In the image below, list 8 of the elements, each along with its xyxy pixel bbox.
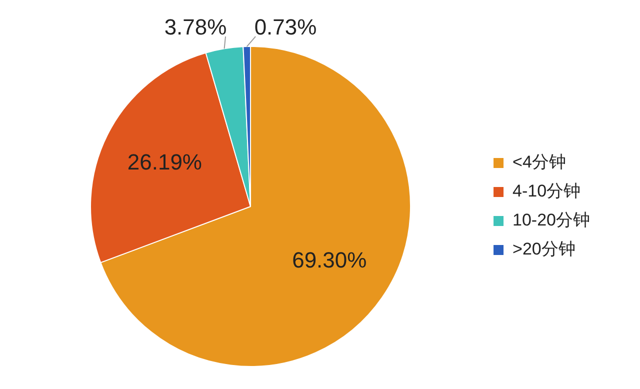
data-label: 0.73% [254, 14, 317, 40]
legend-label: 4-10分钟 [512, 182, 581, 201]
data-label: 3.78% [164, 14, 227, 40]
data-label: 69.30% [292, 247, 367, 272]
legend-label: 10-20分钟 [512, 210, 590, 230]
legend-label: <4分钟 [512, 152, 566, 172]
legend-label: >20分钟 [512, 240, 576, 259]
data-label: 26.19% [127, 150, 202, 175]
